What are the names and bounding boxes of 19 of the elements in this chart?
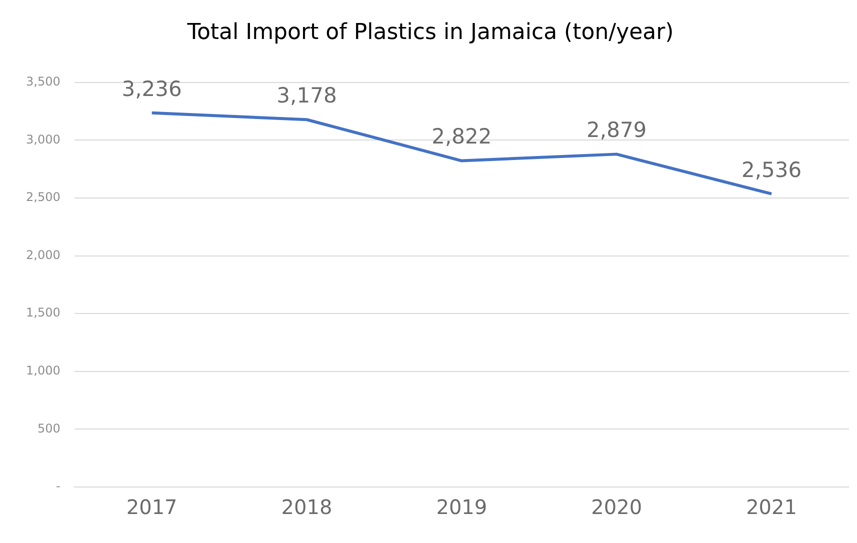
x-tick-label: 2021 <box>746 495 797 520</box>
data-label: 2,822 <box>432 124 492 149</box>
x-tick-label: 2018 <box>281 495 332 520</box>
chart-title: Total Import of Plastics in Jamaica (ton/year) <box>186 20 674 45</box>
y-tick-label: 2,000 <box>26 248 60 262</box>
y-tick-label: 3,000 <box>26 132 60 146</box>
x-tick-label: 2020 <box>591 495 642 520</box>
y-tick-label: 1,500 <box>26 306 60 320</box>
y-tick-label: 3,500 <box>26 74 60 89</box>
x-tick-label: 2019 <box>436 495 488 520</box>
y-tick-label: 1,000 <box>26 364 60 378</box>
data-label: 2,879 <box>586 118 647 142</box>
y-tick-label: 500 <box>37 421 60 436</box>
data-label: 2,536 <box>741 158 802 182</box>
data-label: 3,236 <box>122 76 182 101</box>
y-tick-label: 2,500 <box>26 190 60 204</box>
data-label: 3,178 <box>276 84 337 108</box>
x-tick-label: 2017 <box>126 495 178 520</box>
y-tick-label: - <box>56 479 60 494</box>
